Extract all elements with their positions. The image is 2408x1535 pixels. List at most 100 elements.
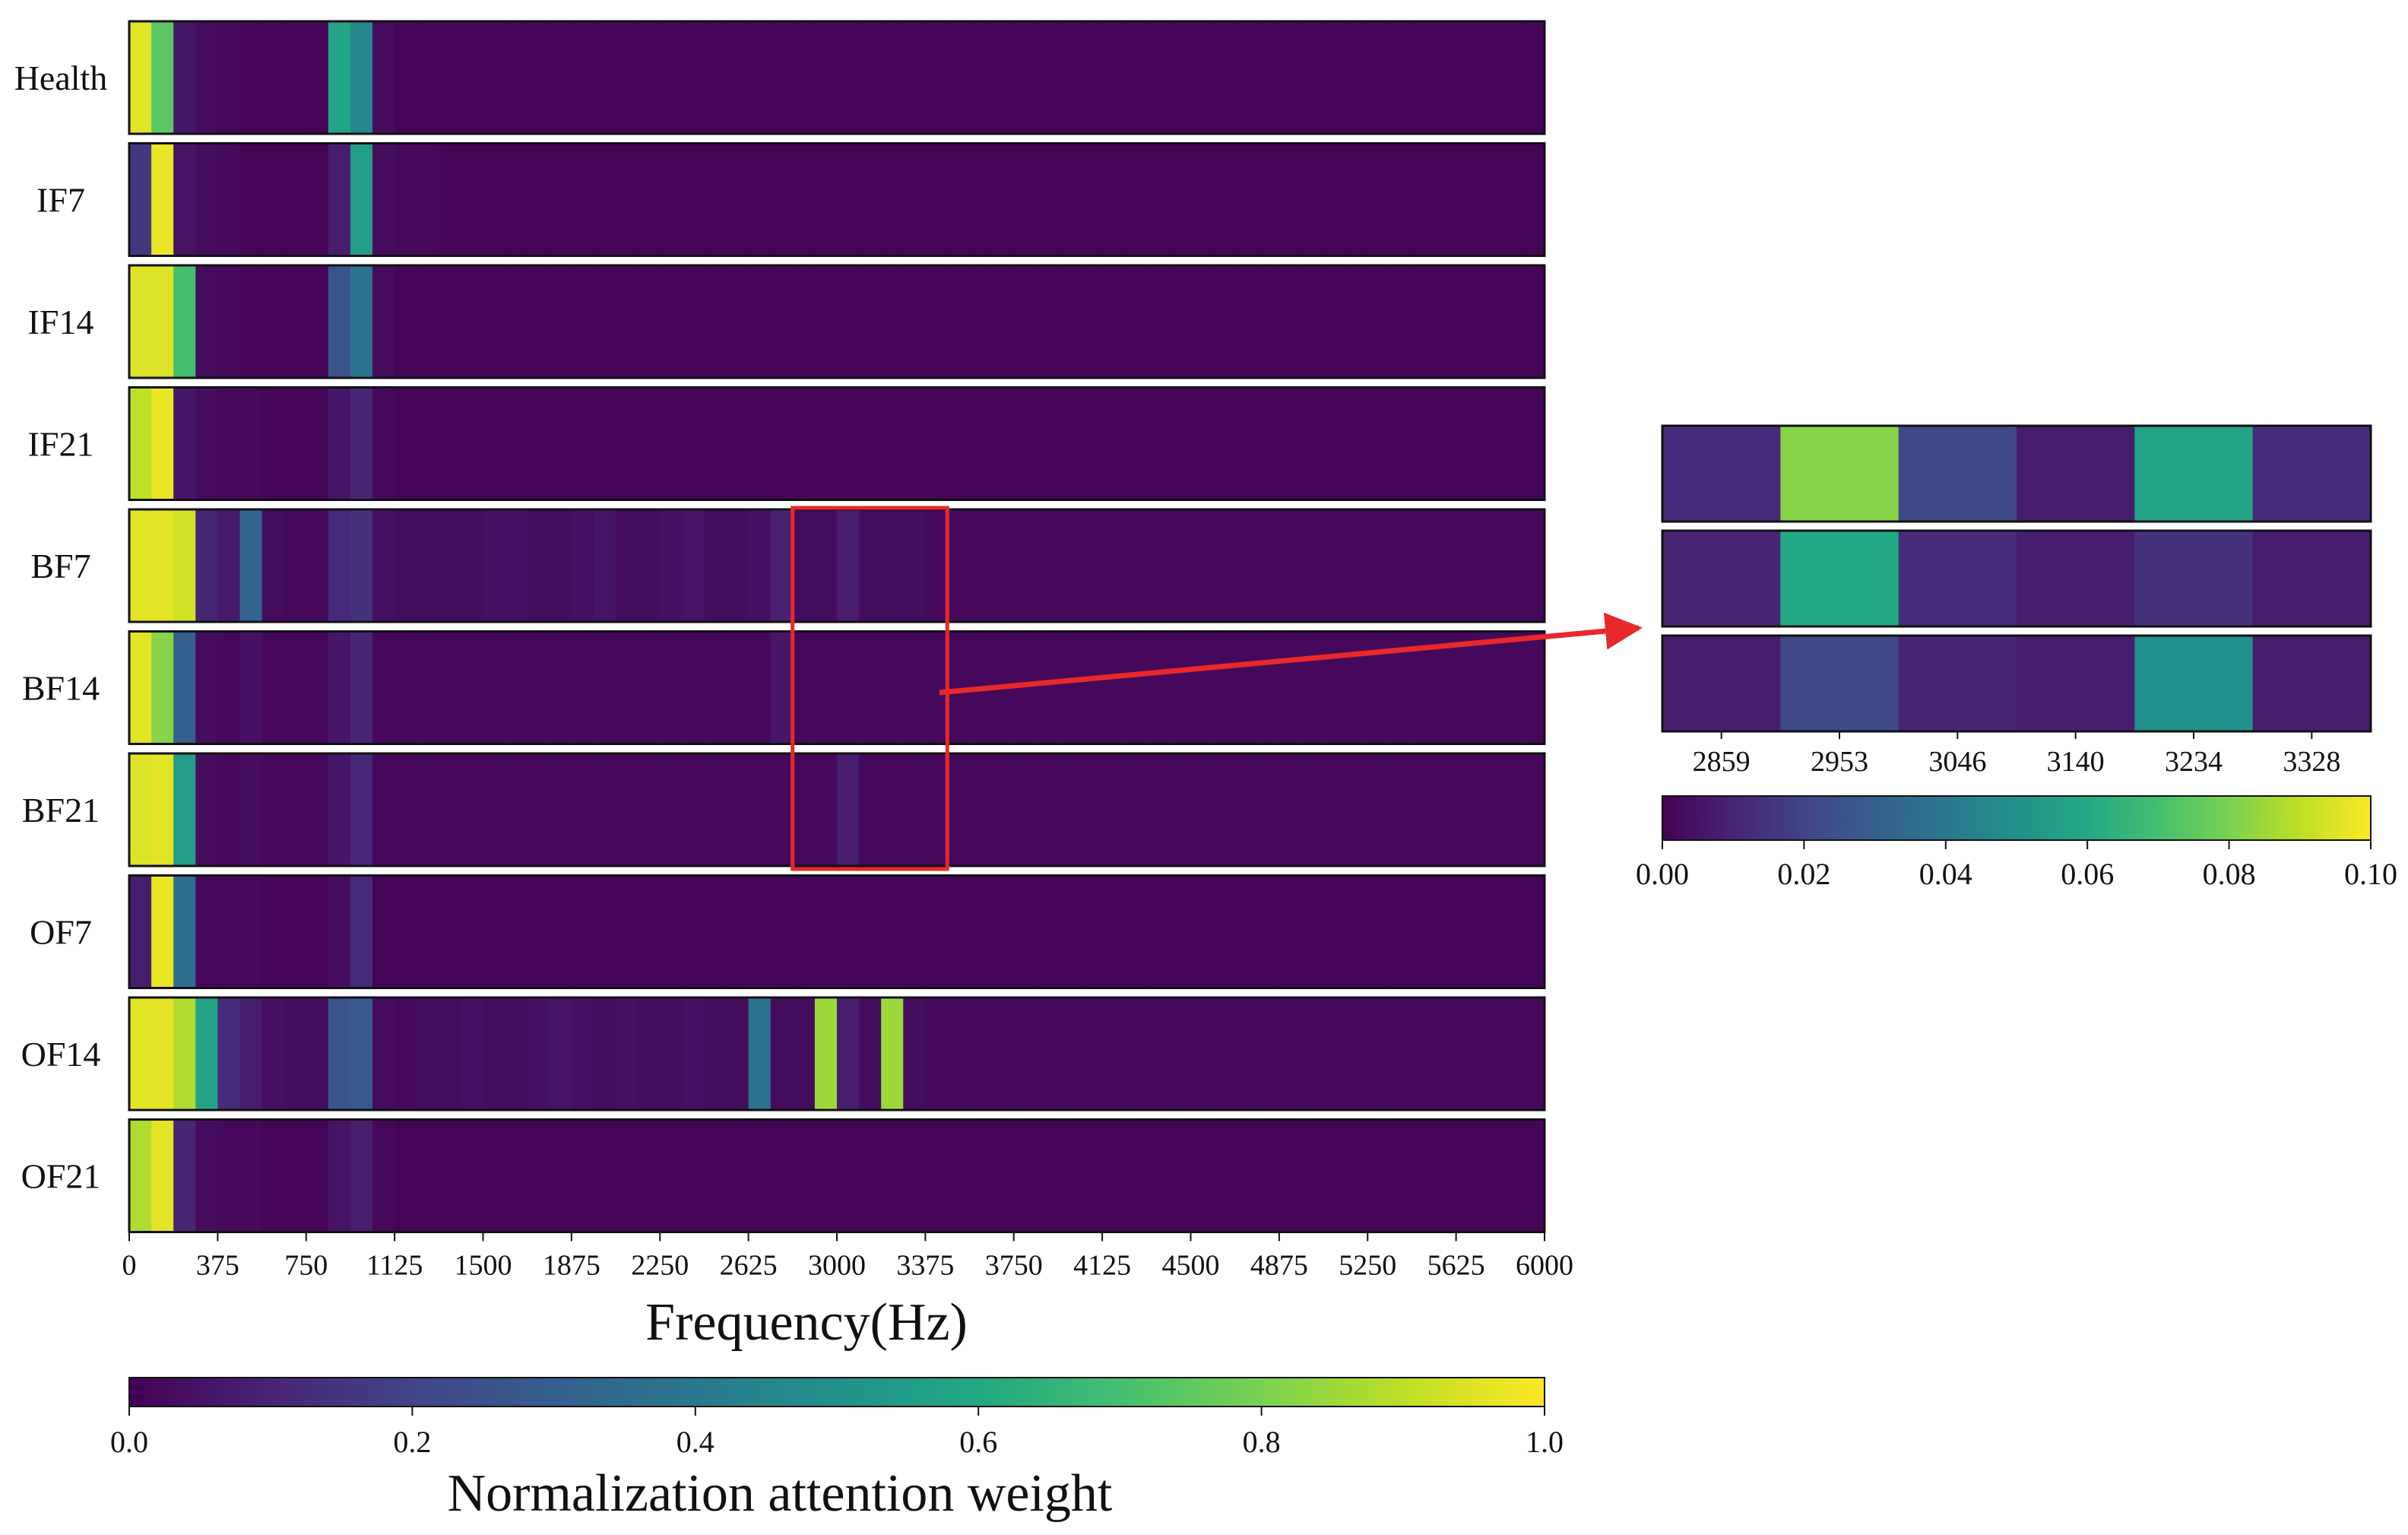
heatmap-cell <box>1301 631 1324 744</box>
heatmap-cell <box>814 753 838 866</box>
heatmap-cell <box>394 1119 417 1232</box>
heatmap-cell <box>1434 509 1457 622</box>
zoom-x-tick-label: 3234 <box>2165 746 2223 778</box>
heatmap-cell <box>350 631 373 744</box>
heatmap-cell <box>195 387 218 500</box>
x-tick-label: 0 <box>122 1250 137 1282</box>
heatmap-cell <box>903 265 926 378</box>
heatmap-cell <box>1256 1119 1280 1232</box>
heatmap-cell <box>1389 753 1413 866</box>
heatmap-cell <box>527 21 550 134</box>
heatmap-cell <box>306 143 329 256</box>
heatmap-cell <box>925 509 949 622</box>
heatmap-cell <box>173 265 196 378</box>
heatmap-cell <box>1146 631 1169 744</box>
zoom-heatmap-cell <box>2252 531 2372 626</box>
heatmap-cell <box>239 875 263 988</box>
heatmap-cell <box>1190 753 1214 866</box>
heatmap-cell <box>748 753 772 866</box>
heatmap-cell <box>1234 753 1258 866</box>
heatmap-cell <box>682 265 705 378</box>
heatmap-cell <box>1234 997 1258 1110</box>
row-label: IF14 <box>28 303 94 341</box>
heatmap-cell <box>151 631 174 744</box>
heatmap-cell <box>1323 631 1346 744</box>
heatmap-cell <box>1013 509 1037 622</box>
zoom-heatmap-cell <box>2252 426 2372 522</box>
heatmap-cell <box>1301 265 1324 378</box>
heatmap-cell <box>593 387 616 500</box>
heatmap-cell <box>1323 875 1346 988</box>
heatmap-cell <box>859 875 882 988</box>
heatmap-cell <box>350 1119 373 1232</box>
x-tick-label: 3750 <box>985 1250 1043 1282</box>
zoom-colorbar-tick-label: 0.06 <box>2061 857 2114 891</box>
heatmap-cell <box>261 143 285 256</box>
heatmap-cell <box>638 1119 661 1232</box>
heatmap-cell <box>814 21 838 134</box>
heatmap-cell <box>1389 997 1413 1110</box>
heatmap-cell <box>1057 997 1081 1110</box>
heatmap-cell <box>306 387 329 500</box>
heatmap-cell <box>969 387 993 500</box>
heatmap-cell <box>947 265 971 378</box>
heatmap-cell <box>792 997 816 1110</box>
heatmap-cell <box>1434 143 1457 256</box>
heatmap-cell <box>616 387 638 500</box>
heatmap-cell <box>1500 143 1523 256</box>
heatmap-cell <box>726 753 749 866</box>
heatmap-cell <box>527 509 550 622</box>
zoom-heatmap-cell <box>1662 531 1781 626</box>
heatmap-cell <box>195 1119 218 1232</box>
heatmap-cell <box>1035 143 1059 256</box>
heatmap-cell <box>1146 753 1169 866</box>
x-tick-label: 1500 <box>455 1250 512 1282</box>
heatmap-cell <box>638 753 661 866</box>
zoom-heatmap: 2859 2953 3046 3140 3234 3328 <box>1661 424 2372 778</box>
heatmap-cell <box>1102 631 1125 744</box>
heatmap-cell <box>328 21 351 134</box>
heatmap-cell <box>1124 997 1147 1110</box>
heatmap-cell <box>1080 21 1103 134</box>
heatmap-cell <box>859 753 882 866</box>
heatmap-cell <box>837 997 860 1110</box>
heatmap-cell <box>947 1119 971 1232</box>
heatmap-cell <box>1389 265 1413 378</box>
heatmap-cell <box>527 631 550 744</box>
heatmap-cell <box>925 265 949 378</box>
heatmap-cell <box>1278 387 1302 500</box>
heatmap-cell <box>461 143 484 256</box>
heatmap-cell <box>1234 387 1258 500</box>
heatmap-cell <box>903 875 926 988</box>
heatmap-cell <box>881 631 904 744</box>
heatmap-cell <box>571 387 594 500</box>
heatmap-row <box>128 1118 1546 1233</box>
heatmap-cell <box>350 387 373 500</box>
colorbar-tick-label: 0.2 <box>393 1425 431 1459</box>
heatmap-cell <box>1412 997 1435 1110</box>
heatmap-cell <box>1434 265 1457 378</box>
x-tick-label: 5250 <box>1339 1250 1396 1282</box>
heatmap-cell <box>129 265 152 378</box>
heatmap-cell <box>284 631 307 744</box>
heatmap-cell <box>925 387 949 500</box>
heatmap-cell <box>947 387 971 500</box>
heatmap-cell <box>1013 997 1037 1110</box>
heatmap-cell <box>1168 631 1192 744</box>
heatmap-cell <box>792 143 816 256</box>
zoom-heatmap-row <box>1661 424 2372 523</box>
heatmap-cell <box>770 875 794 988</box>
heatmap-cell <box>1389 875 1413 988</box>
heatmap-cell <box>571 753 594 866</box>
x-tick-label: 3000 <box>808 1250 866 1282</box>
heatmap-row <box>128 874 1546 989</box>
heatmap-cell <box>770 509 794 622</box>
zoom-arrow <box>939 612 1643 696</box>
heatmap-cell <box>1035 631 1059 744</box>
heatmap-cell <box>1102 21 1125 134</box>
heatmap-cell <box>1389 21 1413 134</box>
heatmap-cell <box>284 1119 307 1232</box>
heatmap-cell <box>1102 387 1125 500</box>
heatmap-row-frame <box>128 996 1546 1112</box>
heatmap-row-frame <box>128 630 1546 745</box>
